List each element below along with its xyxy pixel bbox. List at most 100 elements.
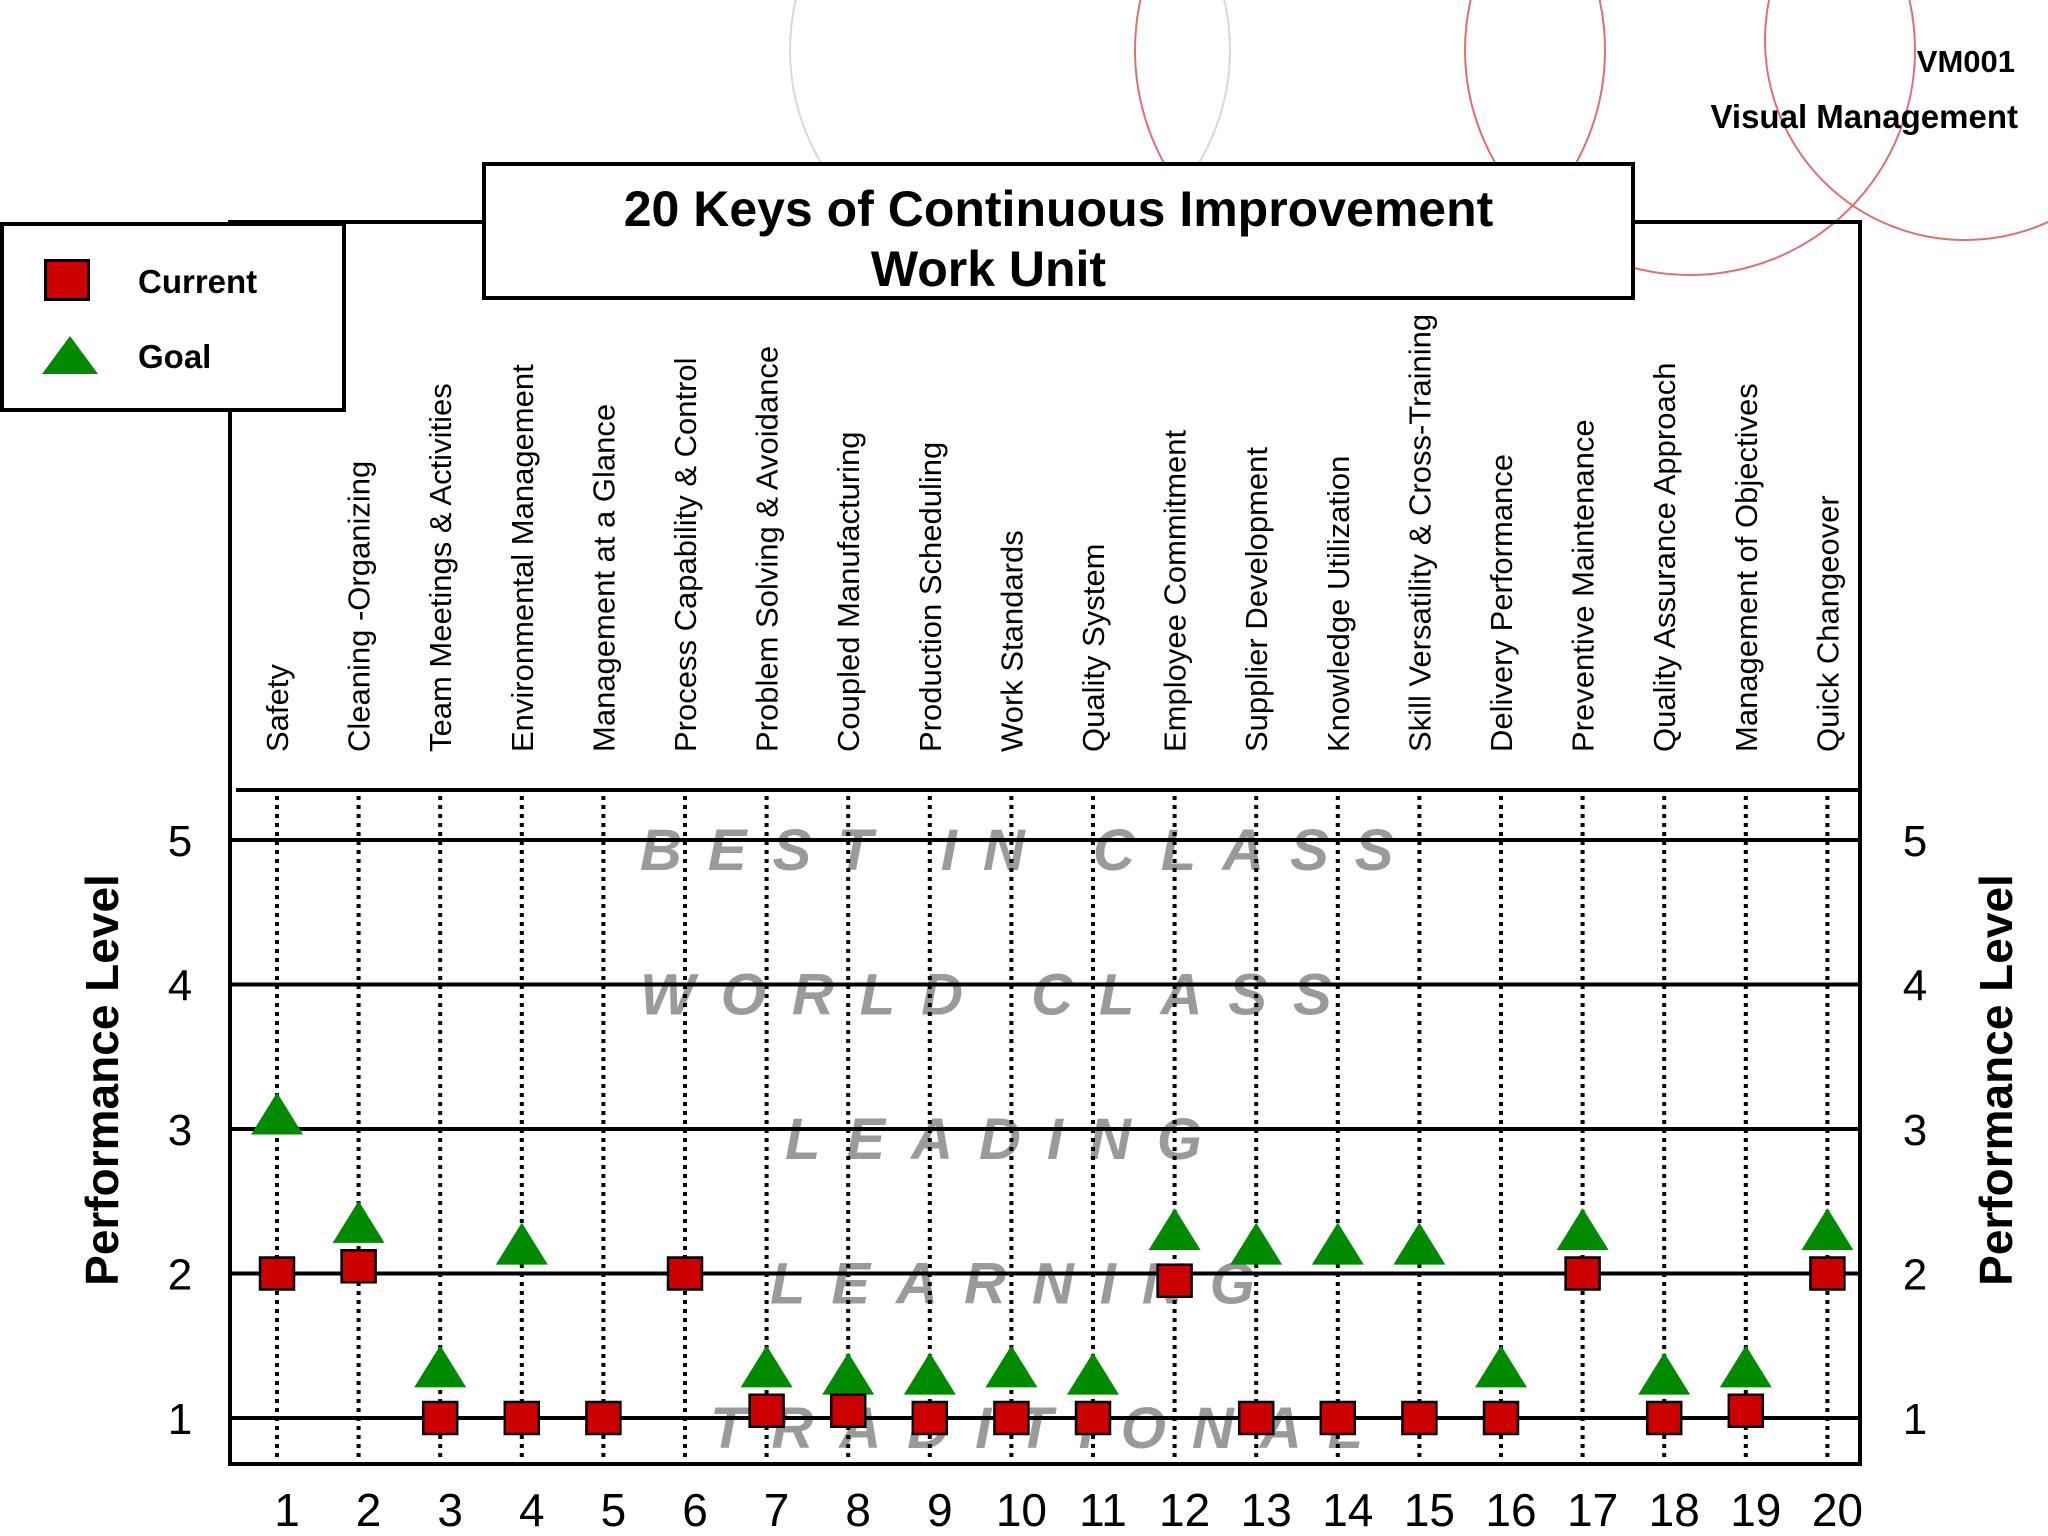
- current-marker: [911, 1400, 949, 1436]
- category-label: Supplier Development: [1239, 447, 1274, 752]
- current-marker: [1645, 1400, 1683, 1436]
- y-tick-label-right: 1: [1903, 1395, 1927, 1444]
- goal-marker: [1230, 1222, 1283, 1265]
- level-gridlines: [230, 838, 1860, 1420]
- legend-current-label: Current: [138, 263, 258, 300]
- goal-marker: [1638, 1352, 1691, 1395]
- x-tick-label: 14: [1322, 1484, 1373, 1536]
- category-label: Preventive Maintenance: [1566, 419, 1601, 752]
- x-tick-label: 3: [437, 1484, 463, 1536]
- category-label: Management at a Glance: [586, 404, 621, 752]
- current-marker: [421, 1400, 459, 1436]
- current-marker: [1809, 1256, 1846, 1291]
- goal-marker: [903, 1352, 956, 1395]
- chart-title: 20 Keys of Continuous Improvement: [623, 181, 1494, 237]
- category-label: Environmental Management: [505, 364, 540, 752]
- goal-marker: [1719, 1345, 1772, 1388]
- current-marker: [1237, 1400, 1275, 1436]
- x-tick-label: 18: [1649, 1484, 1700, 1536]
- category-label: Problem Solving & Avoidance: [750, 346, 785, 752]
- category-label: Quality System: [1076, 544, 1111, 752]
- x-tick-label: 5: [601, 1484, 627, 1536]
- chart-subtitle: Work Unit: [870, 241, 1107, 297]
- y-axis-label-right: Performance Level: [1970, 874, 2022, 1286]
- x-tick-label: 9: [927, 1484, 953, 1536]
- goal-marker: [414, 1345, 467, 1388]
- y-tick-label-left: 1: [168, 1395, 192, 1444]
- y-tick-label-left: 2: [168, 1251, 192, 1300]
- y-tick-label-left: 4: [168, 962, 192, 1011]
- goal-marker: [332, 1200, 385, 1243]
- goal-marker: [251, 1092, 303, 1135]
- current-marker: [1564, 1256, 1601, 1291]
- current-marker: [585, 1400, 622, 1436]
- x-tick-label: 1: [274, 1484, 300, 1536]
- y-tick-label-right: 4: [1903, 962, 1927, 1011]
- goal-marker: [1556, 1208, 1609, 1251]
- category-label: Process Capability & Control: [668, 357, 703, 752]
- current-marker: [1156, 1263, 1193, 1298]
- goal-marker-icon: [42, 336, 98, 374]
- decor-circle: [1764, 0, 2048, 241]
- legend: Current Goal: [0, 222, 346, 412]
- category-label: Safety: [260, 664, 295, 752]
- current-marker: [1482, 1400, 1520, 1436]
- goal-marker: [985, 1345, 1038, 1388]
- x-tick-label: 13: [1241, 1484, 1292, 1536]
- current-marker: [258, 1256, 296, 1291]
- y-tick-label-right: 3: [1903, 1106, 1927, 1155]
- category-label: Quality Assurance Approach: [1647, 363, 1682, 752]
- y-tick-label-right: 5: [1903, 817, 1927, 866]
- band-label: TRADITIONAL: [710, 1396, 1389, 1461]
- category-label: Skill Versatility & Cross-Training: [1402, 314, 1437, 752]
- category-label: Production Scheduling: [913, 442, 948, 752]
- category-guide-lines: [275, 796, 1830, 1460]
- x-tick-label: 6: [682, 1484, 708, 1536]
- goal-marker: [822, 1352, 875, 1395]
- x-tick-label: 11: [1079, 1484, 1127, 1536]
- y-tick-label-left: 5: [168, 817, 192, 866]
- x-tick-label: 8: [845, 1484, 871, 1536]
- current-marker: [1319, 1400, 1357, 1436]
- x-axis-ticks: 1 2 3 4 5 6 7 8 9 10 11 12 13 14 15 16 17 18 19 20: [274, 1484, 1863, 1536]
- decor-circle: [1464, 0, 1916, 276]
- x-tick-label: 19: [1730, 1484, 1781, 1536]
- current-marker: [748, 1393, 785, 1429]
- document-title: Visual Management: [1710, 98, 2019, 135]
- band-label: LEADING: [785, 1107, 1228, 1172]
- goal-marker: [1393, 1222, 1446, 1265]
- category-label: Knowledge Utilization: [1321, 456, 1356, 752]
- goal-marker: [1801, 1208, 1854, 1251]
- x-tick-label: 16: [1485, 1484, 1536, 1536]
- x-tick-label: 7: [764, 1484, 790, 1536]
- data-marks: [251, 1092, 1854, 1436]
- category-labels: Safety Cleaning -Organizing Team Meetings …: [260, 314, 1845, 752]
- goal-marker: [1311, 1222, 1364, 1265]
- document-code: VM001: [1916, 44, 2015, 79]
- x-tick-label: 4: [519, 1484, 545, 1536]
- y-axis-ticks: 1 1 2 2 3 3 4 4 5 5: [168, 817, 1927, 1444]
- x-tick-label: 17: [1567, 1484, 1618, 1536]
- current-marker: [340, 1249, 377, 1284]
- category-label: Quick Changeover: [1810, 495, 1845, 752]
- category-label: Management of Objectives: [1729, 383, 1764, 752]
- current-marker: [666, 1256, 704, 1291]
- category-label: Cleaning -Organizing: [342, 461, 377, 752]
- goal-marker: [1148, 1208, 1201, 1251]
- y-tick-label-left: 3: [168, 1106, 192, 1155]
- current-marker: [503, 1400, 541, 1436]
- x-tick-label: 12: [1159, 1484, 1210, 1536]
- current-marker: [1074, 1400, 1112, 1436]
- x-tick-label: 20: [1812, 1484, 1863, 1536]
- current-marker: [829, 1393, 867, 1429]
- legend-goal-label: Goal: [138, 338, 212, 375]
- band-label: BEST IN CLASS: [640, 818, 1420, 883]
- x-tick-label: 2: [356, 1484, 382, 1536]
- goal-marker: [740, 1345, 793, 1388]
- current-marker: [1401, 1400, 1438, 1436]
- goal-marker: [1067, 1352, 1119, 1395]
- category-label: Coupled Manufacturing: [831, 431, 866, 752]
- current-marker: [1727, 1393, 1765, 1429]
- x-tick-label: 15: [1404, 1484, 1455, 1536]
